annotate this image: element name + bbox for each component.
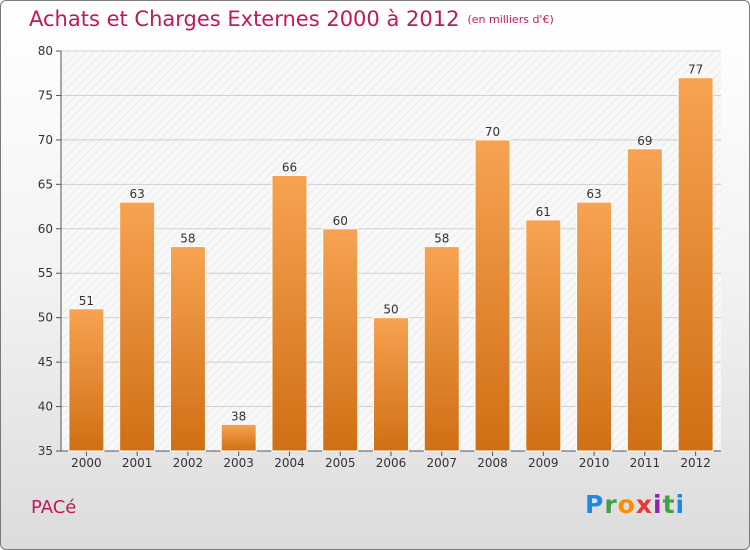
value-label-2001: 63	[130, 187, 145, 201]
x-tick-label: 2006	[376, 456, 407, 470]
value-label-2000: 51	[79, 294, 94, 308]
bar-2000	[68, 308, 105, 452]
value-label-2009: 61	[536, 205, 551, 219]
y-tick-label: 55	[38, 266, 53, 280]
bars	[68, 77, 714, 452]
bar-2004	[271, 174, 308, 452]
value-label-2007: 58	[434, 232, 449, 246]
logo-letter: x	[635, 490, 653, 519]
value-label-2010: 63	[586, 187, 601, 201]
y-tick-label: 45	[38, 355, 53, 369]
logo-letter: i	[675, 490, 686, 519]
y-tick-label: 65	[38, 177, 53, 191]
bar-2011	[626, 148, 663, 452]
proxiti-logo: Proxiti	[585, 490, 685, 519]
y-tick-label: 35	[38, 444, 53, 458]
y-tick-label: 70	[38, 133, 53, 147]
bar-2009	[525, 219, 562, 452]
value-label-2002: 58	[180, 232, 195, 246]
bar-2007	[423, 246, 460, 452]
x-tick-label: 2011	[630, 456, 661, 470]
x-tick-label: 2000	[71, 456, 102, 470]
y-tick-label: 60	[38, 222, 53, 236]
x-tick-label: 2012	[680, 456, 711, 470]
chart-title: Achats et Charges Externes 2000 à 2012 (e…	[29, 7, 554, 31]
bar-2002	[169, 246, 206, 452]
logo-letter: t	[662, 490, 676, 519]
value-labels: 51 63 58 38 66 60 50 58 70 61 63 69 77	[79, 63, 704, 424]
y-tick-label: 75	[38, 88, 53, 102]
x-tick-label: 2005	[325, 456, 356, 470]
x-tick-label: 2008	[477, 456, 508, 470]
title-text: Achats et Charges Externes 2000 à 2012	[29, 7, 460, 31]
value-label-2005: 60	[333, 214, 348, 228]
x-tick-label: 2002	[173, 456, 204, 470]
value-label-2008: 70	[485, 125, 500, 139]
y-tick-label: 50	[38, 311, 53, 325]
bar-2008	[474, 139, 511, 452]
x-tick-label: 2001	[122, 456, 153, 470]
y-tick-label: 40	[38, 400, 53, 414]
x-tick-label: 2004	[274, 456, 305, 470]
value-label-2012: 77	[688, 63, 703, 77]
x-tick-label: 2009	[528, 456, 559, 470]
logo-letter: P	[585, 490, 605, 519]
place-name: PACé	[31, 497, 77, 518]
y-tick-label: 80	[38, 44, 53, 58]
title-unit: (en milliers d'€)	[467, 13, 554, 26]
value-label-2003: 38	[231, 409, 246, 423]
x-tick-label: 2010	[579, 456, 610, 470]
bar-2012	[677, 77, 714, 452]
axes: 35 40 45 50 55 60 65 70 75 80 2000 2001 2002 2003 2004…	[38, 44, 721, 470]
bar-2001	[119, 201, 156, 452]
value-label-2011: 69	[637, 134, 652, 148]
logo-letter: i	[653, 490, 663, 519]
bar-2003	[220, 423, 257, 452]
x-tick-label: 2007	[426, 456, 457, 470]
x-tick-label: 2003	[223, 456, 254, 470]
value-label-2006: 50	[383, 303, 398, 317]
bar-2005	[322, 228, 359, 452]
logo-letter: r	[604, 490, 618, 519]
bar-2006	[373, 317, 409, 452]
bar-2010	[576, 201, 613, 452]
logo-letter: o	[617, 490, 636, 519]
value-label-2004: 66	[282, 160, 297, 174]
